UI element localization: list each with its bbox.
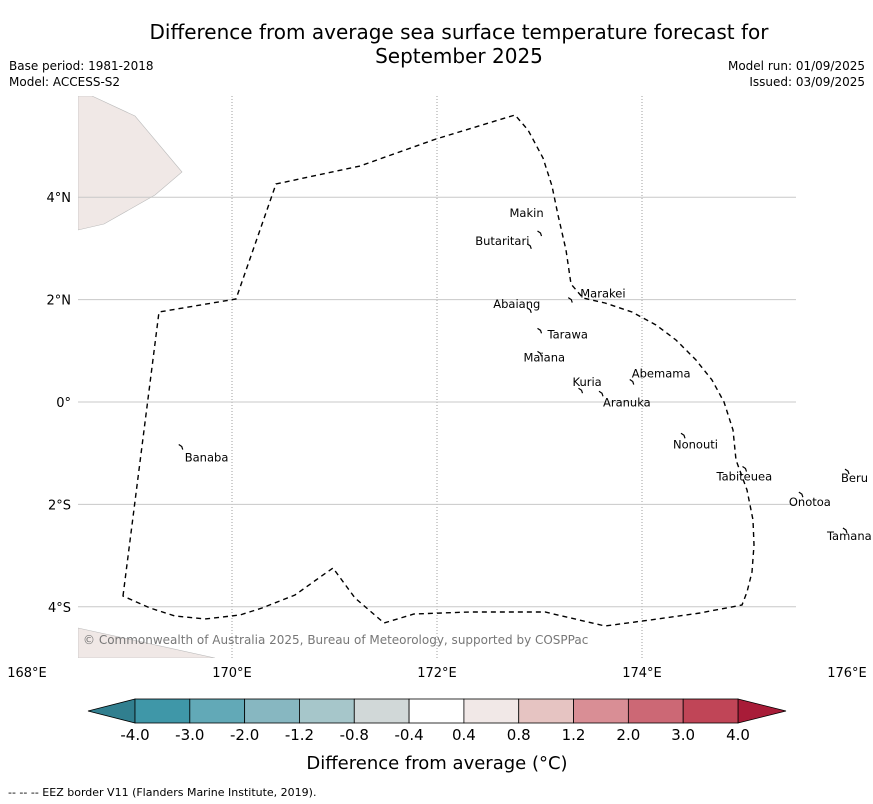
colorbar-segment [408,698,465,724]
latitude-label: 2°S [48,498,71,513]
base-period-text: Base period: 1981-2018 [9,59,154,73]
island-label-tabiteuea: Tabiteuea [716,470,773,484]
colorbar-segment [682,698,739,724]
colorbar-segment [353,698,410,724]
base-model-info: Base period: 1981-2018 Model: ACCESS-S2 [9,58,154,90]
island-marker-abaiang [526,307,532,314]
model-text: Model: ACCESS-S2 [9,75,121,89]
colorbar-tick-label: -3.0 [175,726,204,744]
latitude-label: 2°N [47,294,72,309]
eez-border [122,114,755,627]
issued-text: Issued: 03/09/2025 [749,75,865,89]
colorbar-tick-label: -2.0 [230,726,259,744]
island-label-nonouti: Nonouti [673,437,718,451]
island-marker-marakei [567,297,573,303]
colorbar-segment [627,698,684,724]
latitude-labels: 4°N 2°N 0° 2°S 4°S [47,191,72,616]
colorbar-tick-label: 0.4 [452,726,476,744]
colorbar-tick-label: -0.8 [340,726,369,744]
island-marker-butaritari [526,243,532,250]
island-marker-abemama [629,379,635,385]
island-label-banaba: Banaba [185,451,229,465]
island-label-butaritari: Butaritari [475,234,529,248]
colorbar: -4.0 -3.0 -2.0 -1.2 -0.8 -0.4 0.4 0.8 1.2 2.0 3.0 4… [87,698,787,744]
island-marker-kuria [578,387,584,394]
island-label-abemama: Abemama [632,367,691,381]
island-marker-onotoa [798,491,804,498]
island-label-tamana: Tamana [826,529,872,543]
island-label-kuria: Kuria [573,375,602,389]
longitude-label: 170°E [212,666,252,681]
island-label-makin: Makin [510,206,544,220]
colorbar-segment [463,698,520,724]
longitude-label: 176°E [827,666,867,681]
island-label-tarawa: Tarawa [547,327,588,341]
colorbar-over-arrow [737,698,787,724]
model-run-text: Model run: 01/09/2025 [727,59,865,73]
island-label-beru: Beru [841,471,868,485]
island-marker-maiana [537,350,543,357]
island-marker-aranuka [598,390,604,397]
island-marker-makin [537,230,543,237]
colorbar-segment [518,698,574,724]
island-label-maiana: Maiana [524,350,566,364]
map-title: Difference from average sea surface temp… [100,20,818,68]
island-label-marakei: Marakei [580,287,625,301]
island-label-onotoa: Onotoa [789,495,831,509]
islands: Makin Butaritari Marakei Abaiang Tarawa Maian… [178,206,872,543]
colorbar-tick-label: -4.0 [120,726,149,744]
latitude-label: 0° [56,396,71,411]
island-label-aranuka: Aranuka [603,395,651,409]
colorbar-segment [244,698,300,724]
land-masses [78,96,216,658]
colorbar-segment [189,698,246,724]
colorbar-tick-label: 4.0 [726,726,750,744]
latitude-label: 4°S [48,601,71,616]
colorbar-tick-label: -1.2 [285,726,314,744]
island-marker-banaba [178,444,184,450]
island-marker-tamana [842,527,848,534]
island-marker-tarawa [537,327,543,334]
colorbar-segment [573,698,629,724]
land-south-west [78,627,216,658]
land-north-west [78,96,183,231]
colorbar-tick-label: 1.2 [562,726,586,744]
eez-source-note: -- -- -- EEZ border V11 (Flanders Marine… [8,786,317,799]
latitude-label: 4°N [47,191,72,206]
longitude-label: 172°E [417,666,457,681]
island-marker-beru [844,468,850,475]
colorbar-tick-label: -0.4 [394,726,423,744]
colorbar-tick-label: 0.8 [507,726,531,744]
colorbar-under-arrow [87,698,136,724]
longitude-label: 168°E [7,666,47,681]
graticule [78,96,796,658]
colorbar-tick-label: 2.0 [616,726,640,744]
title-line-2: September 2025 [375,44,543,68]
colorbar-segment [299,698,355,724]
island-label-abaiang: Abaiang [493,297,540,311]
run-issued-info: Model run: 01/09/2025 Issued: 03/09/2025 [728,58,865,90]
colorbar-title: Difference from average (°C) [306,753,567,774]
island-marker-tabiteuea [742,466,748,472]
copyright-notice: © Commonwealth of Australia 2025, Bureau… [83,633,588,647]
colorbar-tick-label: 3.0 [671,726,695,744]
colorbar-segment [134,698,191,724]
title-line-1: Difference from average sea surface temp… [149,20,769,44]
longitude-label: 174°E [622,666,662,681]
island-marker-nonouti [680,432,686,439]
